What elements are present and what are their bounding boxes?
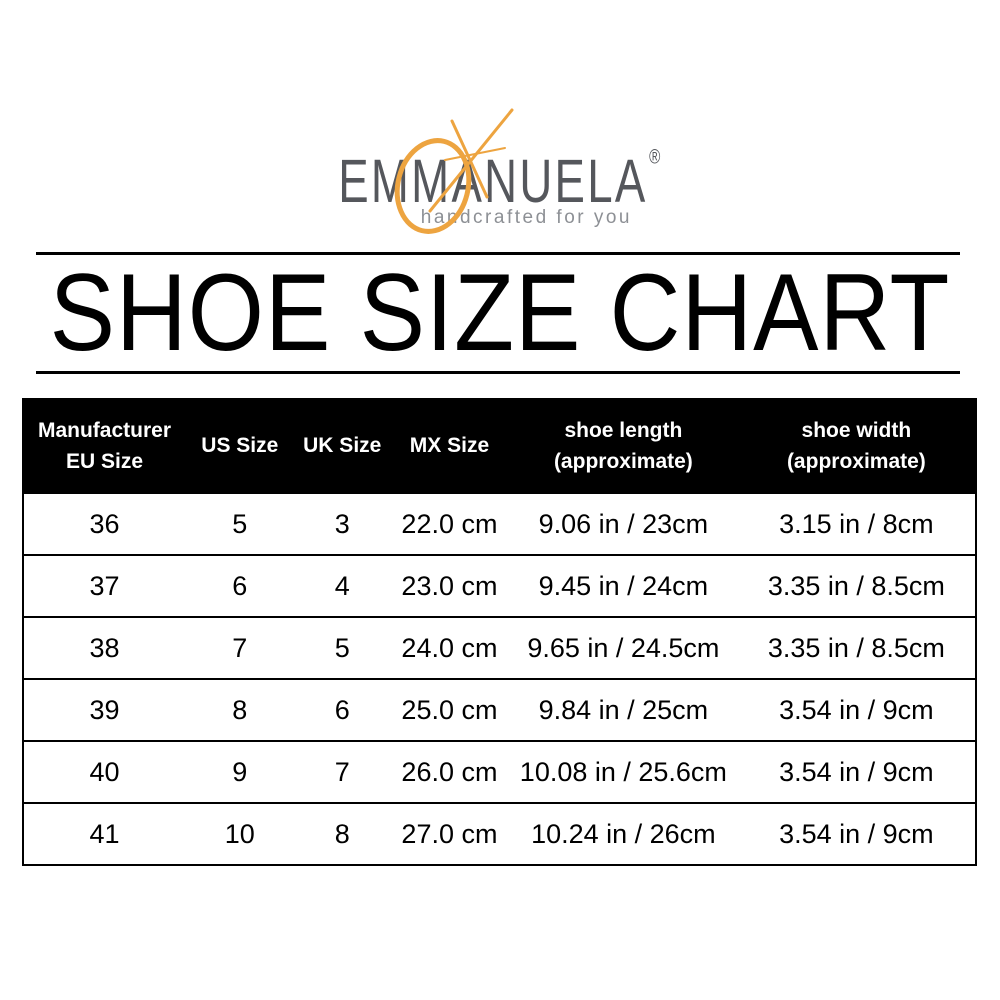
table-row: 39 8 6 25.0 cm 9.84 in / 25cm 3.54 in / … [23,679,976,741]
cell-width: 3.54 in / 9cm [779,694,934,725]
cell-length: 9.06 in / 23cm [538,508,709,539]
cell-us: 8 [232,694,248,725]
cell-length: 10.08 in / 25.6cm [519,756,727,787]
cell-us: 10 [224,818,255,849]
cell-mx: 22.0 cm [401,508,498,539]
header-line: US Size [201,434,279,458]
table-row: 41 10 8 27.0 cm 10.24 in / 26cm 3.54 in … [23,803,976,865]
cell-eu: 36 [89,508,120,539]
size-chart-table: Manufacturer EU Size US Size UK Size MX … [22,398,977,866]
brand-name-text: EMMANUELA [337,147,648,216]
page-title: SHOE SIZE CHART [49,249,951,374]
cell-mx: 25.0 cm [401,694,498,725]
header-line: shoe width [801,418,912,442]
cell-mx: 27.0 cm [401,818,498,849]
col-header-uk-size: UK Size [295,399,390,493]
cell-width: 3.54 in / 9cm [779,756,934,787]
cell-mx: 26.0 cm [401,756,498,787]
cell-eu: 39 [89,694,120,725]
header-line: EU Size [65,450,144,473]
col-header-eu-size: Manufacturer EU Size [23,399,185,493]
col-header-shoe-width: shoe width (approximate) [738,399,976,493]
cell-eu: 40 [89,756,120,787]
header-line: UK Size [303,434,382,458]
cell-mx: 23.0 cm [401,570,498,601]
registered-trademark-icon: ® [648,146,663,169]
cell-us: 6 [232,570,248,601]
cell-us: 5 [232,508,248,539]
cell-uk: 8 [334,818,350,849]
cell-us: 7 [232,632,248,663]
cell-eu: 41 [89,818,120,849]
cell-uk: 7 [334,756,350,787]
cell-eu: 38 [89,632,120,663]
cell-uk: 3 [334,508,350,539]
cell-eu: 37 [89,570,120,601]
cell-width: 3.15 in / 8cm [779,508,934,539]
col-header-mx-size: MX Size [390,399,509,493]
table-row: 36 5 3 22.0 cm 9.06 in / 23cm 3.15 in / … [23,493,976,555]
col-header-us-size: US Size [185,399,295,493]
cell-width: 3.35 in / 8.5cm [767,570,945,601]
cell-us: 9 [232,756,248,787]
cell-uk: 5 [334,632,350,663]
cell-uk: 4 [334,570,350,601]
col-header-shoe-length: shoe length (approximate) [509,399,738,493]
cell-mx: 24.0 cm [401,632,498,663]
header-line: Manufacturer [37,418,172,442]
table-row: 38 7 5 24.0 cm 9.65 in / 24.5cm 3.35 in … [23,617,976,679]
table-row: 40 9 7 26.0 cm 10.08 in / 25.6cm 3.54 in… [23,741,976,803]
cell-length: 9.84 in / 25cm [538,694,709,725]
cell-length: 9.65 in / 24.5cm [527,632,720,663]
cell-length: 9.45 in / 24cm [538,570,709,601]
divider-top [36,252,960,255]
header-line: (approximate) [786,450,926,473]
divider-bottom [36,371,960,374]
header-row: Manufacturer EU Size US Size UK Size MX … [23,399,976,493]
cell-uk: 6 [334,694,350,725]
brand-tagline: handcrafted for you [420,207,632,228]
cell-width: 3.35 in / 8.5cm [767,632,945,663]
table-body: 36 5 3 22.0 cm 9.06 in / 23cm 3.15 in / … [23,493,976,865]
brand-logo: EMMANUELA® [0,146,1000,215]
brand-name: EMMANUELA® [338,146,662,216]
header-line: (approximate) [553,450,693,473]
table-row: 37 6 4 23.0 cm 9.45 in / 24cm 3.35 in / … [23,555,976,617]
table-header: Manufacturer EU Size US Size UK Size MX … [23,399,976,493]
cell-width: 3.54 in / 9cm [779,818,934,849]
cell-length: 10.24 in / 26cm [531,818,716,849]
header-line: MX Size [409,434,490,458]
header-line: shoe length [564,418,683,442]
